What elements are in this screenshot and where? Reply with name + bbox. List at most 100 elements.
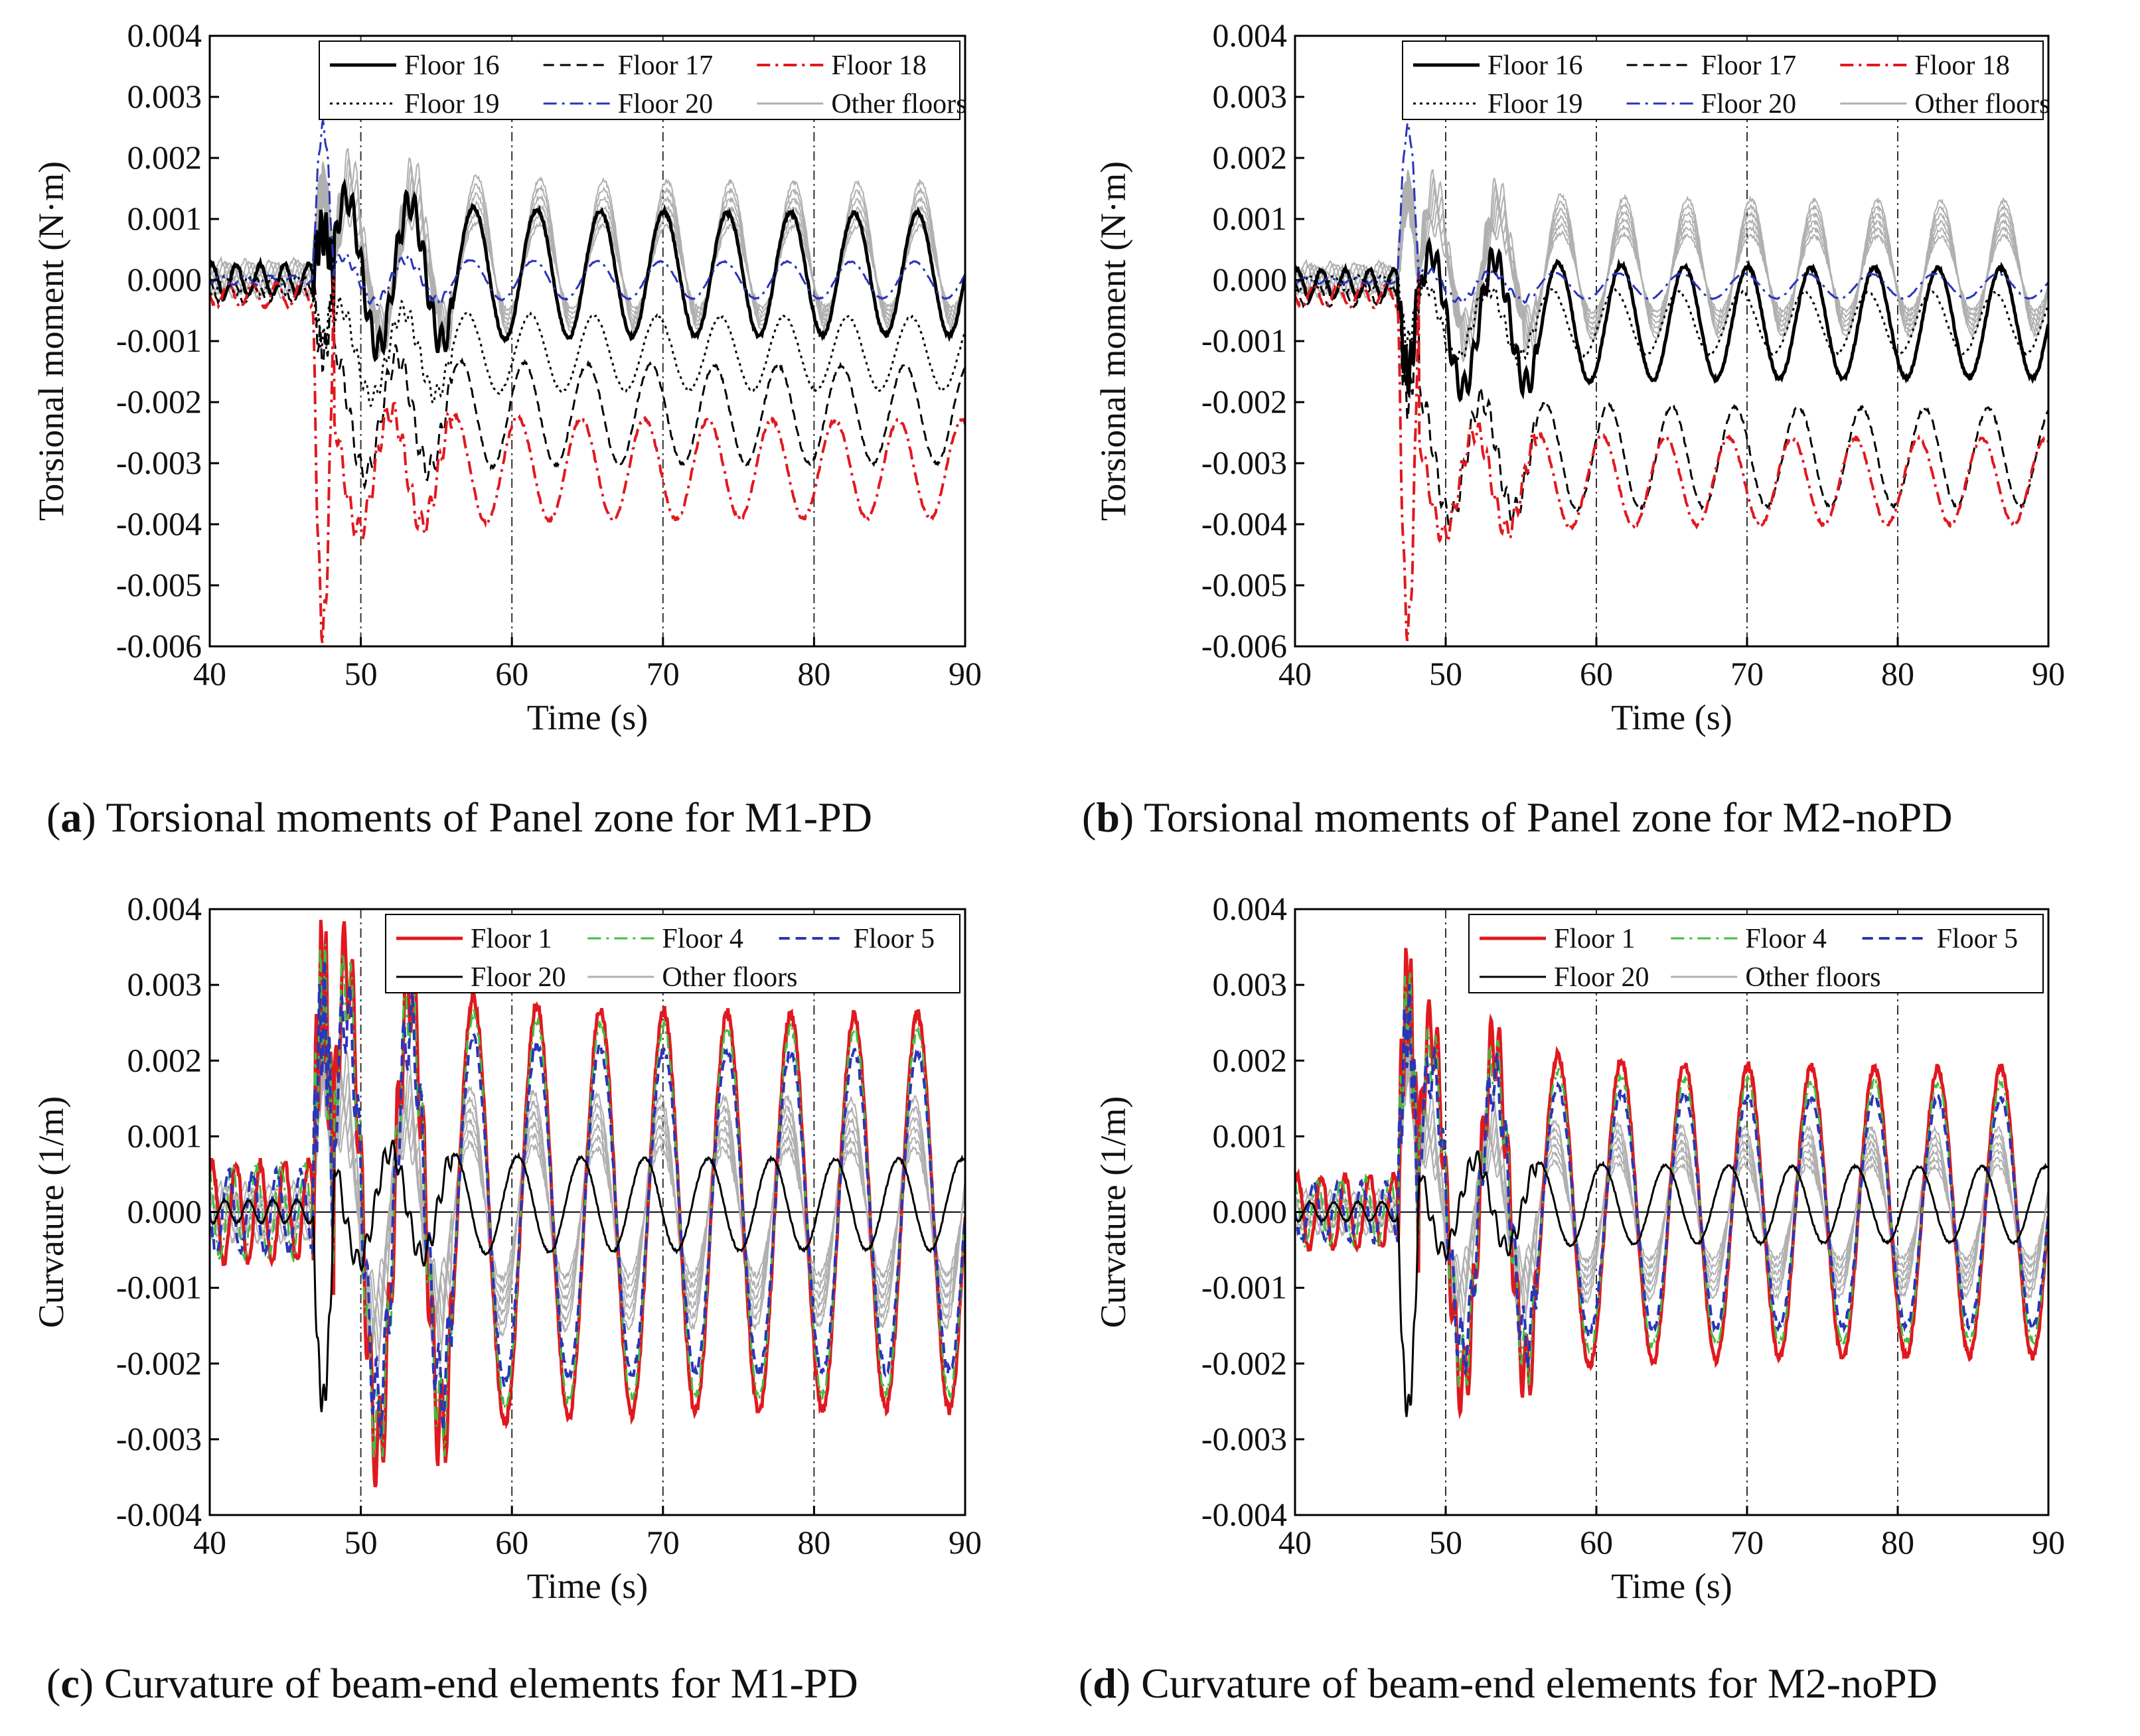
legend-b: Floor 16 Floor 17 Floor 18 Floor 19 Floor 20… (1402, 40, 2050, 120)
xtick-label-a-4: 80 (797, 655, 830, 692)
series-a-floor-17 (210, 275, 965, 490)
caption-a: (a) Torsional moments of Panel zone for … (46, 794, 872, 841)
legend-a: Floor 16 Floor 17 Floor 18 Floor 19 Floor 20… (319, 40, 966, 120)
series-group-b (1295, 119, 2048, 642)
ytick-label-b-5: -0.001 (1201, 322, 1287, 359)
caption-c-letter: c (60, 1660, 80, 1707)
ytick-label-a-3: 0.001 (127, 200, 202, 237)
series-b-other-floors-3 (1295, 176, 2048, 350)
ytick-label-d-7: -0.003 (1201, 1420, 1287, 1457)
xtick-label-b-0: 40 (1278, 655, 1312, 692)
xlabel-c: Time (s) (527, 1566, 649, 1606)
ytick-label-b-10: -0.006 (1201, 627, 1287, 664)
legend-label-c-1: Floor 4 (662, 924, 743, 954)
caption-c-text: Curvature of beam-end elements for M1-PD (104, 1660, 858, 1707)
caption-d: (d) Curvature of beam-end elements for M… (1079, 1660, 1938, 1707)
caption-a-letter: a (60, 794, 82, 841)
legend-label-d-3: Floor 20 (1554, 962, 1649, 993)
ytick-label-c-7: -0.003 (116, 1420, 202, 1457)
ytick-label-b-7: -0.003 (1201, 444, 1287, 481)
legend-label-d-2: Floor 5 (1937, 924, 2019, 954)
legend-label-d-0: Floor 1 (1554, 924, 1636, 954)
legend-d: Floor 1 Floor 4 Floor 5 Floor 20 Other floor… (1468, 914, 2044, 993)
xtick-label-c-3: 70 (647, 1524, 680, 1561)
xlabel-d: Time (s) (1611, 1566, 1732, 1606)
ylabel-c: Curvature (1/m) (31, 1096, 71, 1328)
legend-label-a-4: Floor 20 (618, 89, 714, 119)
ytick-label-b-2: 0.002 (1213, 139, 1288, 176)
ytick-label-d-0: 0.004 (1213, 890, 1288, 927)
legend-label-a-0: Floor 16 (404, 50, 500, 81)
ytick-label-a-10: -0.006 (116, 627, 202, 664)
ytick-label-a-8: -0.004 (116, 505, 202, 542)
ytick-label-c-3: 0.001 (127, 1117, 202, 1154)
legend-label-a-1: Floor 17 (618, 50, 714, 81)
legend-label-b-4: Floor 20 (1701, 89, 1797, 119)
legend-label-c-3: Floor 20 (471, 962, 566, 993)
legend-label-b-0: Floor 16 (1488, 50, 1583, 81)
series-c-other-floors-3 (210, 1029, 965, 1346)
chart-d: 0.004 0.003 0.002 0.001 0.000 -0.001 -0.002 -0.… (1093, 890, 2065, 1606)
ylabel-a: Torsional moment (N·m) (31, 161, 71, 521)
ytick-label-d-1: 0.003 (1213, 966, 1288, 1003)
ytick-label-a-1: 0.003 (127, 78, 202, 115)
ytick-label-b-0: 0.004 (1213, 17, 1288, 54)
ytick-label-c-5: -0.001 (116, 1269, 202, 1306)
ytick-label-a-4: 0.000 (127, 261, 202, 298)
xtick-label-c-5: 90 (949, 1524, 982, 1561)
xtick-label-c-0: 40 (193, 1524, 226, 1561)
legend-label-b-1: Floor 17 (1701, 50, 1797, 81)
ylabel-b: Torsional moment (N·m) (1093, 161, 1133, 521)
legend-label-a-2: Floor 18 (831, 50, 927, 81)
series-group-d (1295, 948, 2048, 1419)
ylabel-d: Curvature (1/m) (1093, 1096, 1133, 1328)
xtick-label-d-5: 90 (2032, 1524, 2065, 1561)
ytick-label-d-8: -0.004 (1201, 1496, 1287, 1533)
series-d-floor-5 (1295, 983, 2048, 1376)
legend-box-c (385, 914, 960, 993)
xtick-label-d-4: 80 (1881, 1524, 1914, 1561)
ytick-label-a-2: 0.002 (127, 139, 202, 176)
series-a-floor-18 (210, 271, 965, 644)
ytick-label-b-4: 0.000 (1213, 261, 1288, 298)
legend-label-a-3: Floor 19 (404, 89, 500, 119)
series-b-floor-17 (1295, 278, 2048, 533)
ytick-label-c-2: 0.002 (127, 1041, 202, 1078)
legend-label-c-2: Floor 5 (854, 924, 935, 954)
ytick-label-d-4: 0.000 (1213, 1193, 1288, 1230)
xtick-label-d-2: 60 (1580, 1524, 1613, 1561)
ytick-label-a-6: -0.002 (116, 383, 202, 420)
ytick-label-d-2: 0.002 (1213, 1041, 1288, 1078)
caption-a-text: Torsional moments of Panel zone for M1-P… (106, 794, 872, 841)
ytick-label-a-5: -0.001 (116, 322, 202, 359)
series-group-a (210, 120, 965, 644)
xtick-label-a-1: 50 (344, 655, 378, 692)
xtick-label-d-0: 40 (1278, 1524, 1312, 1561)
xlabel-a: Time (s) (527, 697, 649, 737)
xtick-label-b-4: 80 (1881, 655, 1914, 692)
series-c-floor-5 (210, 959, 965, 1441)
series-b-floor-19 (1295, 267, 2048, 368)
caption-b-letter: b (1096, 794, 1120, 841)
caption-c: (c) Curvature of beam-end elements for M… (46, 1660, 858, 1707)
xtick-label-c-2: 60 (495, 1524, 528, 1561)
xtick-label-b-5: 90 (2032, 655, 2065, 692)
ytick-label-a-9: -0.005 (116, 566, 202, 603)
legend-label-c-4: Other floors (662, 962, 797, 993)
series-b-other-floors-5 (1295, 169, 2048, 363)
ytick-label-b-8: -0.004 (1201, 505, 1287, 542)
series-b-floor-20 (1295, 119, 2048, 305)
series-a-floor-16 (210, 178, 965, 362)
caption-b-text: Torsional moments of Panel zone for M2-n… (1144, 794, 1953, 841)
xtick-label-a-2: 60 (495, 655, 528, 692)
chart-a: 0.004 0.003 0.002 0.001 0.000 -0.001 -0.002 -0.… (31, 17, 982, 737)
series-d-floor-20 (1295, 1150, 2048, 1417)
ytick-label-c-6: -0.002 (116, 1344, 202, 1382)
ytick-label-b-3: 0.001 (1213, 200, 1288, 237)
xlabel-b: Time (s) (1611, 697, 1732, 737)
ytick-label-d-5: -0.001 (1201, 1269, 1287, 1306)
chart-c: 0.004 0.003 0.002 0.001 0.000 -0.001 -0.002 -0.… (31, 890, 982, 1606)
xtick-label-a-5: 90 (949, 655, 982, 692)
legend-label-d-1: Floor 4 (1745, 924, 1827, 954)
